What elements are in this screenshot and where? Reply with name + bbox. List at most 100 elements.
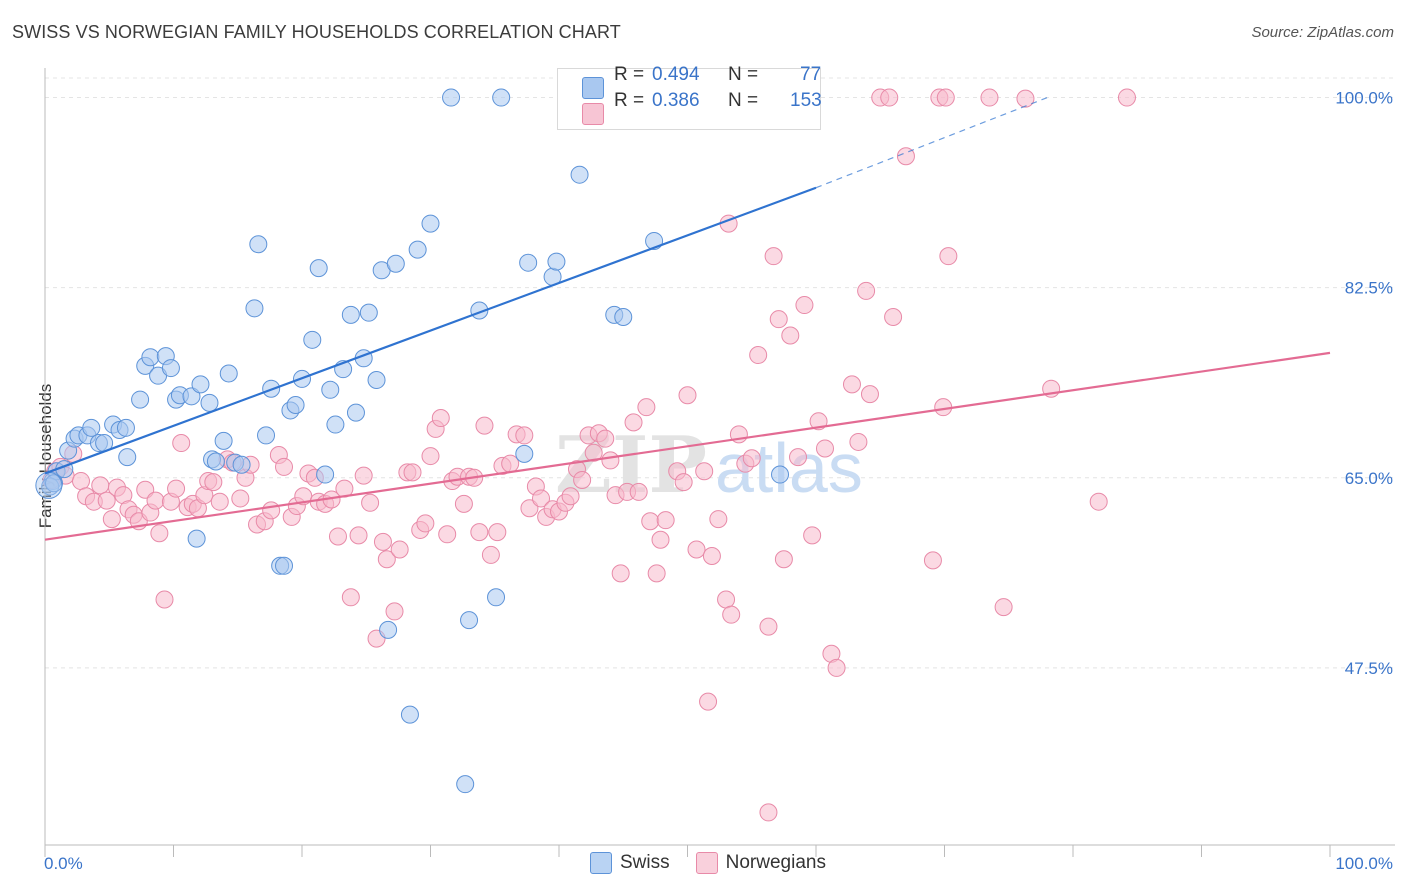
- swiss-point: [547, 252, 566, 271]
- norwegians-point: [629, 482, 648, 501]
- norwegians-point: [849, 432, 868, 451]
- swiss-point: [191, 375, 210, 394]
- norwegians-point: [815, 439, 834, 458]
- chart-title: SWISS VS NORWEGIAN FAMILY HOUSEHOLDS COR…: [12, 22, 621, 42]
- norwegians-point: [573, 470, 592, 489]
- norwegians-point: [501, 454, 520, 473]
- norwegians-point: [749, 346, 768, 365]
- norwegians-point: [146, 491, 165, 510]
- norwegians-point: [827, 658, 846, 677]
- norwegians-point: [373, 532, 392, 551]
- norwegians-point: [481, 545, 500, 564]
- norwegians-point: [637, 398, 656, 417]
- norwegians-point: [385, 602, 404, 621]
- swiss-n-label: N =: [728, 64, 759, 85]
- norwegians-point: [759, 617, 778, 636]
- swiss-point: [346, 403, 365, 422]
- swiss-point: [187, 529, 206, 548]
- norwegians-r-label: R =: [614, 90, 645, 111]
- y-tick-label: 82.5%: [1345, 279, 1393, 298]
- swiss-r-label: R =: [614, 64, 645, 85]
- norwegians-point: [884, 308, 903, 327]
- swiss-point: [359, 303, 378, 322]
- norwegians-point: [699, 692, 718, 711]
- norwegians-point: [923, 551, 942, 570]
- swiss-point: [82, 418, 101, 437]
- swiss-point: [408, 240, 427, 259]
- swiss-n-value: 77: [800, 64, 822, 85]
- norwegians-point: [678, 386, 697, 405]
- norwegians-point: [91, 476, 110, 495]
- swiss-point: [570, 165, 589, 184]
- norwegians-point: [416, 514, 435, 533]
- swiss-point: [400, 705, 419, 724]
- norwegians-point: [231, 489, 250, 508]
- swiss-r-value: 0.494: [652, 64, 700, 85]
- norwegians-point: [611, 564, 630, 583]
- norwegians-point: [702, 547, 721, 566]
- swiss-trend-extension: [815, 96, 1048, 189]
- norwegians-point: [172, 434, 191, 453]
- norwegians-point: [759, 803, 778, 822]
- norwegians-point: [936, 88, 955, 107]
- swiss-trend-line: [44, 186, 817, 475]
- y-tick-label: 65.0%: [1345, 469, 1393, 488]
- swiss-point: [460, 611, 479, 630]
- norwegians-r-value: 0.386: [652, 90, 700, 111]
- norwegians-point: [349, 526, 368, 545]
- stats-legend: R = 0.494 N = 77 R = 0.386 N = 153: [557, 64, 822, 130]
- norwegians-point: [470, 523, 489, 542]
- norwegians-point: [390, 540, 409, 559]
- swiss-point: [214, 431, 233, 450]
- swiss-point: [321, 380, 340, 399]
- norwegians-point: [102, 510, 121, 529]
- norwegians-point: [624, 413, 643, 432]
- norwegians-point: [709, 510, 728, 529]
- swiss-point: [232, 455, 251, 474]
- swiss-point: [219, 364, 238, 383]
- swiss-point: [245, 299, 264, 318]
- swiss-point: [141, 348, 160, 367]
- swiss-point: [118, 448, 137, 467]
- norwegians-point: [687, 540, 706, 559]
- norwegians-point: [939, 247, 958, 266]
- legend-swatch-norwegians: [695, 852, 718, 874]
- swiss-point: [257, 426, 276, 445]
- norwegians-point: [438, 525, 457, 544]
- swiss-point: [309, 259, 328, 278]
- norwegians-trend-line: [44, 351, 1331, 541]
- norwegians-point: [475, 416, 494, 435]
- norwegians-point: [155, 590, 174, 609]
- norwegians-point: [601, 451, 620, 470]
- norwegians-point: [674, 473, 693, 492]
- legend-label-swiss: Swiss: [620, 852, 670, 873]
- norwegians-point: [1117, 88, 1136, 107]
- swiss-point: [326, 415, 345, 434]
- norwegians-point: [488, 523, 507, 542]
- norwegians-point: [1089, 492, 1108, 511]
- swiss-point: [487, 588, 506, 607]
- swiss-point: [200, 393, 219, 412]
- norwegians-point: [842, 375, 861, 394]
- x-tick-label: 100.0%: [1335, 854, 1393, 873]
- swiss-swatch: [582, 77, 604, 99]
- legend-item-norwegians[interactable]: Norwegians: [695, 852, 826, 874]
- swiss-point: [35, 471, 63, 499]
- norwegians-point: [860, 385, 879, 404]
- norwegians-point: [341, 588, 360, 607]
- bottom-legend: Swiss Norwegians: [590, 852, 826, 874]
- norwegians-point: [377, 550, 396, 569]
- norwegians-n-value: 153: [790, 90, 822, 111]
- norwegians-point: [651, 530, 670, 549]
- norwegians-point: [764, 247, 783, 266]
- legend-item-swiss[interactable]: Swiss: [590, 852, 670, 874]
- trend-lines: [44, 96, 1331, 541]
- norwegians-point: [896, 147, 915, 166]
- norwegians-point: [354, 466, 373, 485]
- norwegians-point: [454, 494, 473, 513]
- swiss-point: [303, 330, 322, 349]
- swiss-point: [316, 465, 335, 484]
- swiss-point: [515, 444, 534, 463]
- swiss-point: [249, 235, 268, 254]
